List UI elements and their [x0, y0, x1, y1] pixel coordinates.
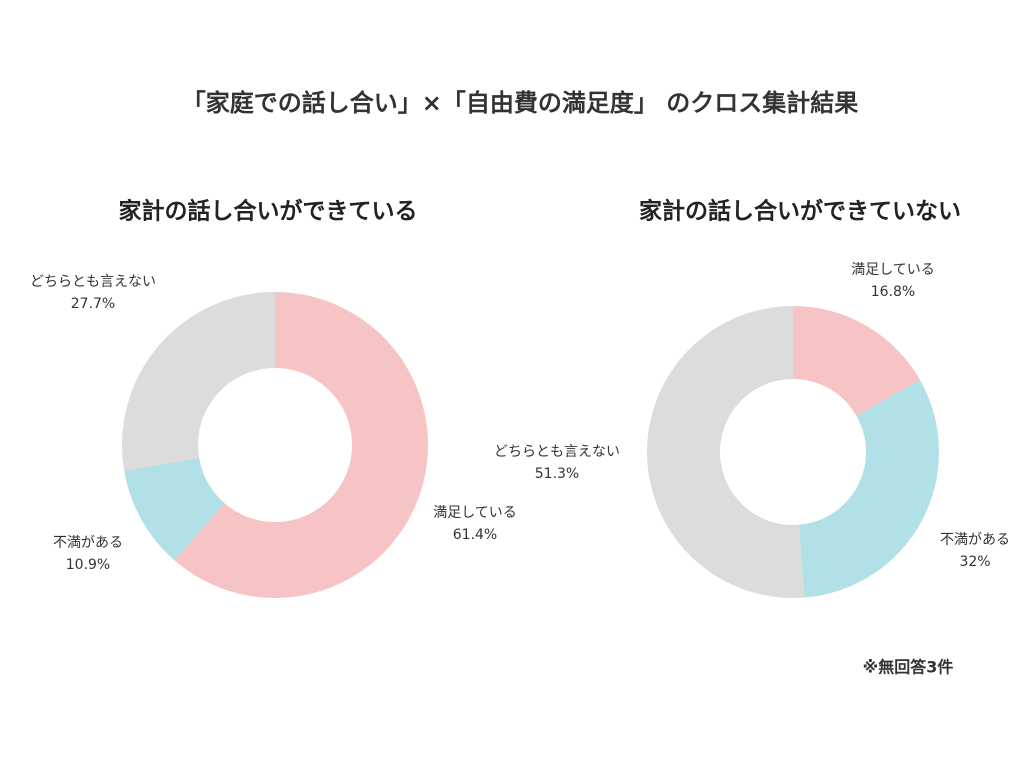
slice-label: どちらとも言えない: [30, 274, 156, 290]
chart-title: 家計の話し合いができていない: [639, 198, 961, 225]
donut-slice: [798, 379, 939, 598]
donut-slice: [647, 306, 805, 598]
donut-slice: [124, 458, 225, 561]
slice-value: 32%: [959, 554, 990, 570]
chart-title: 家計の話し合いができている: [119, 198, 418, 225]
note: ※無回答3件: [863, 658, 954, 677]
donut-slice: [793, 306, 920, 416]
slice-label: 不満がある: [940, 532, 1010, 548]
slice-label: どちらとも言えない: [494, 444, 620, 460]
slice-value: 16.8%: [871, 284, 915, 300]
slice-label: 満足している: [851, 262, 935, 278]
slice-value: 10.9%: [66, 557, 110, 573]
slice-value: 51.3%: [535, 466, 579, 482]
slice-value: 27.7%: [71, 296, 115, 312]
donut-slice: [122, 292, 275, 471]
slice-value: 61.4%: [453, 527, 497, 543]
slice-label: 満足している: [433, 505, 517, 521]
donut-slice: [174, 292, 429, 598]
page-title: 「家庭での話し合い」×「自由費の満足度」 のクロス集計結果: [182, 89, 858, 117]
slice-label: 不満がある: [53, 535, 123, 551]
